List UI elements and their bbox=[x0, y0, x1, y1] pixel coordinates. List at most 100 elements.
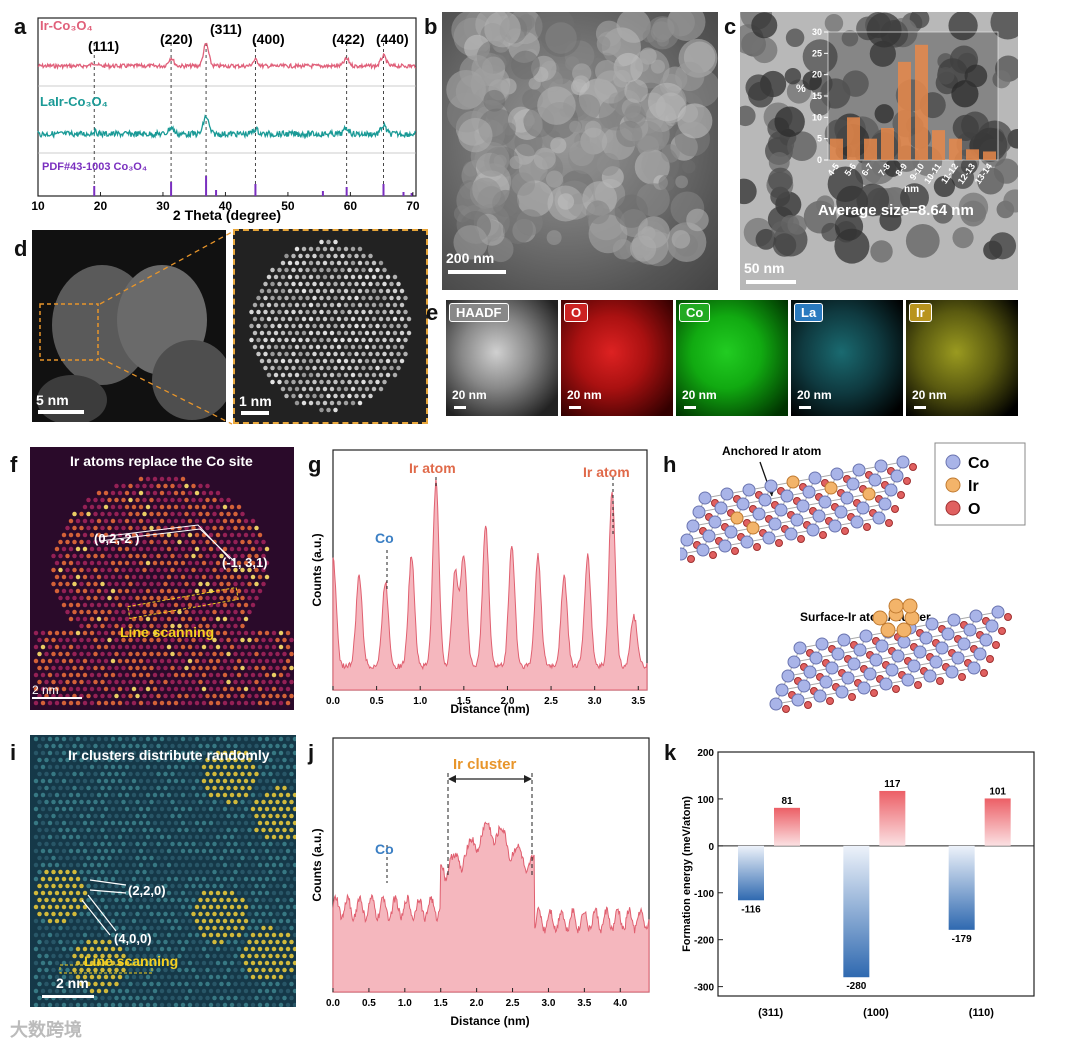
legend-o: O bbox=[968, 501, 980, 518]
hist-ytick: 30 bbox=[812, 27, 822, 37]
co-atom bbox=[919, 631, 933, 645]
i-scan: Line scanning bbox=[84, 953, 179, 969]
i-plane1: (2,2,0) bbox=[128, 883, 166, 898]
j-xtick: 1.0 bbox=[398, 998, 412, 1009]
f-scan: Line scanning bbox=[120, 624, 215, 640]
sem-scalebar bbox=[448, 270, 506, 274]
ir-atom bbox=[862, 487, 876, 501]
co-atom bbox=[762, 531, 776, 545]
k-chart: 200 100 0 -100 -200 -300 -116 81 (311) -280 117 (1… bbox=[681, 748, 1035, 1019]
co-atom bbox=[775, 683, 789, 697]
hist-bar bbox=[847, 117, 860, 160]
o-atom bbox=[782, 705, 790, 713]
o-atom bbox=[819, 531, 827, 539]
k-pos-label: 81 bbox=[781, 796, 793, 807]
haadf-scalebar bbox=[38, 410, 84, 414]
eds-scale-co: 20 nm bbox=[682, 388, 717, 402]
co-atom bbox=[686, 519, 700, 533]
co-atom bbox=[963, 623, 977, 637]
co-atom bbox=[979, 633, 993, 647]
f-plane1: (0,2,-2 ) bbox=[94, 531, 140, 546]
panel-label-b: b bbox=[424, 14, 438, 39]
haadf-overview: 5 nm bbox=[32, 230, 226, 422]
ir-atom bbox=[746, 521, 760, 535]
g-xtick: 1.5 bbox=[457, 696, 471, 707]
tem-scalebar bbox=[746, 280, 796, 284]
co-atom bbox=[758, 493, 772, 507]
co-atom bbox=[897, 635, 911, 649]
co-atom bbox=[925, 617, 939, 631]
k-bar-neg bbox=[738, 845, 764, 901]
peak-422: (422) bbox=[332, 31, 365, 47]
k-pos-label: 101 bbox=[989, 786, 1006, 797]
o-atom bbox=[731, 547, 739, 555]
co-atom bbox=[835, 685, 849, 699]
co-atom bbox=[947, 613, 961, 627]
co-atom bbox=[852, 463, 866, 477]
i-plane2: (4,0,0) bbox=[114, 931, 152, 946]
eds-tag-la: La bbox=[794, 303, 824, 322]
xrd-label-ir: Ir-Co₃O₄ bbox=[40, 18, 93, 33]
hist-bar bbox=[864, 138, 877, 160]
co-atom bbox=[945, 665, 959, 679]
hist-bar bbox=[830, 138, 843, 160]
co-atom bbox=[841, 671, 855, 685]
co-atom bbox=[796, 499, 810, 513]
j-co: Co bbox=[375, 841, 394, 857]
o-atom bbox=[870, 689, 878, 697]
co-atom bbox=[863, 667, 877, 681]
panel-label-c: c bbox=[724, 14, 737, 39]
hist-ytick: 10 bbox=[812, 112, 822, 122]
g-xtick: 3.0 bbox=[588, 696, 602, 707]
k-ytick: -300 bbox=[694, 983, 714, 994]
co-atom bbox=[812, 509, 826, 523]
co-atom bbox=[973, 647, 987, 661]
g-xtick: 2.0 bbox=[500, 696, 514, 707]
eds-o: O 20 nm bbox=[561, 300, 673, 416]
co-atom bbox=[853, 643, 867, 657]
hist-ytick: 5 bbox=[817, 134, 822, 144]
xrd-xtick-label: 40 bbox=[219, 199, 233, 213]
o-atom bbox=[903, 477, 911, 485]
o-atom bbox=[841, 527, 849, 535]
sem-scale-text: 200 nm bbox=[446, 250, 495, 266]
co-atom bbox=[806, 523, 820, 537]
k-ylabel: Formation energy (meV/atom) bbox=[681, 796, 693, 952]
co-atom bbox=[913, 645, 927, 659]
g-xlabel: Distance (nm) bbox=[450, 702, 529, 716]
f-scale: 2 nm bbox=[32, 683, 59, 697]
co-atom bbox=[875, 639, 889, 653]
co-atom bbox=[787, 655, 801, 669]
co-atom bbox=[680, 533, 694, 547]
xrd-label-lair: LaIr-Co₃O₄ bbox=[40, 94, 108, 109]
haadf-zoom: 1 nm bbox=[233, 229, 428, 424]
j-xtick: 2.5 bbox=[506, 998, 520, 1009]
hist-bar bbox=[915, 44, 928, 160]
xrd-label-pdf: PDF#43-1003 Co₃O₄ bbox=[42, 161, 147, 173]
co-atom bbox=[790, 513, 804, 527]
co-atom bbox=[878, 497, 892, 511]
panel-label-i: i bbox=[10, 740, 17, 765]
co-atom bbox=[708, 515, 722, 529]
co-atom bbox=[698, 491, 712, 505]
ir-atom bbox=[824, 481, 838, 495]
f-title: Ir atoms replace the Co site bbox=[70, 453, 253, 469]
panel-label-g: g bbox=[308, 452, 322, 477]
co-atom bbox=[969, 609, 983, 623]
co-atom bbox=[923, 669, 937, 683]
xrd-xtick-label: 50 bbox=[281, 199, 295, 213]
k-category: (110) bbox=[969, 1007, 994, 1019]
o-atom bbox=[775, 539, 783, 547]
hist-ytick: 15 bbox=[812, 91, 822, 101]
k-neg-label: -280 bbox=[846, 981, 866, 992]
ir-atom bbox=[786, 475, 800, 489]
co-atom bbox=[815, 637, 829, 651]
i-scale: 2 nm bbox=[56, 975, 89, 991]
co-atom bbox=[991, 605, 1005, 619]
co-atom bbox=[837, 633, 851, 647]
co-atom bbox=[885, 663, 899, 677]
eds-scale-o: 20 nm bbox=[567, 388, 602, 402]
co-atom bbox=[791, 693, 805, 707]
o-atom bbox=[897, 491, 905, 499]
hist-xlabel: nm bbox=[904, 184, 919, 195]
